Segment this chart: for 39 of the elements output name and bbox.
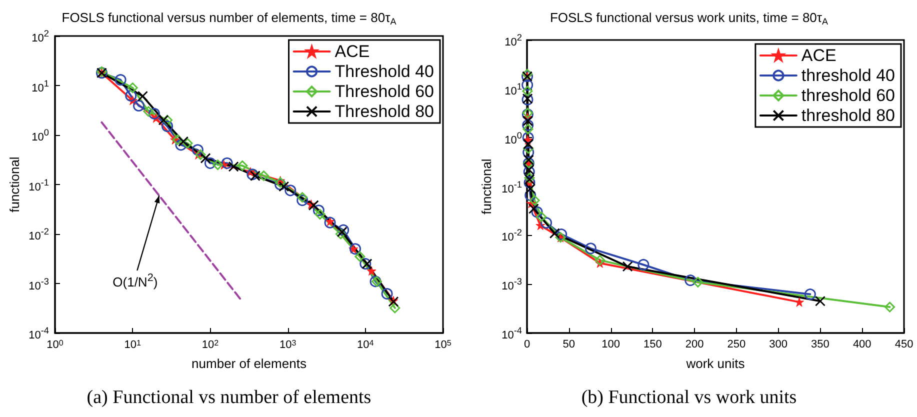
x-tick-label: 400 [852,338,872,350]
y-tick-label: 10$^{-3}$ [28,275,49,293]
legend-label: Threshold 60 [334,82,434,101]
x-tick-label: 100 [602,338,620,350]
x-tick-label: 350 [811,338,830,350]
legend-label: threshold 60 [801,86,896,105]
y-tick-label: 10$^{-1}$ [502,178,522,196]
y-tick-label: 10$^{0}$ [32,126,49,144]
y-tick-label: 10$^{-2}$ [28,226,49,244]
x-tick-label: 200 [685,338,704,350]
y-tick-label: 10$^{-2}$ [502,227,522,245]
legend-label: Threshold 80 [334,102,434,121]
x-tick-label: 0 [524,338,530,350]
y-tick-label: 10$^{-4}$ [502,324,522,342]
y-tick-label: 10$^{1}$ [504,80,522,98]
legend-label: threshold 40 [801,66,896,85]
x-tick-label: 450 [894,338,914,350]
y-tick-label: 10$^{0}$ [504,129,522,147]
text: (b) Functional vs work units [580,387,798,409]
y-axis-title: functional [479,158,494,214]
x-tick-label: 50 [562,338,576,350]
y-tick-label: 10$^{-1}$ [28,176,49,194]
legend-label: ACE [801,46,836,65]
x-tick-label: 300 [769,338,788,350]
y-tick-label: 10$^{-3}$ [502,276,522,294]
y-tick-label: 10$^{1}$ [32,77,49,95]
x-tick-label: 250 [727,338,746,350]
y-tick-label: 10$^{2}$ [504,32,522,50]
legend-label: Threshold 40 [334,62,434,81]
x-axis-title: number of elements [192,356,307,371]
y-tick-label: 10$^{-4}$ [28,326,49,342]
x-tick-label: 150 [643,338,662,350]
annotation: O(1/N$^{2}$) [112,272,158,290]
y-axis-title: functional [7,156,22,212]
legend-label: threshold 80 [801,106,896,125]
legend-label: ACE [334,42,370,61]
text: (a) Functional vs number of elements [86,387,372,409]
y-tick-label: 10$^{2}$ [32,28,49,46]
x-axis-title: work units [685,356,746,371]
